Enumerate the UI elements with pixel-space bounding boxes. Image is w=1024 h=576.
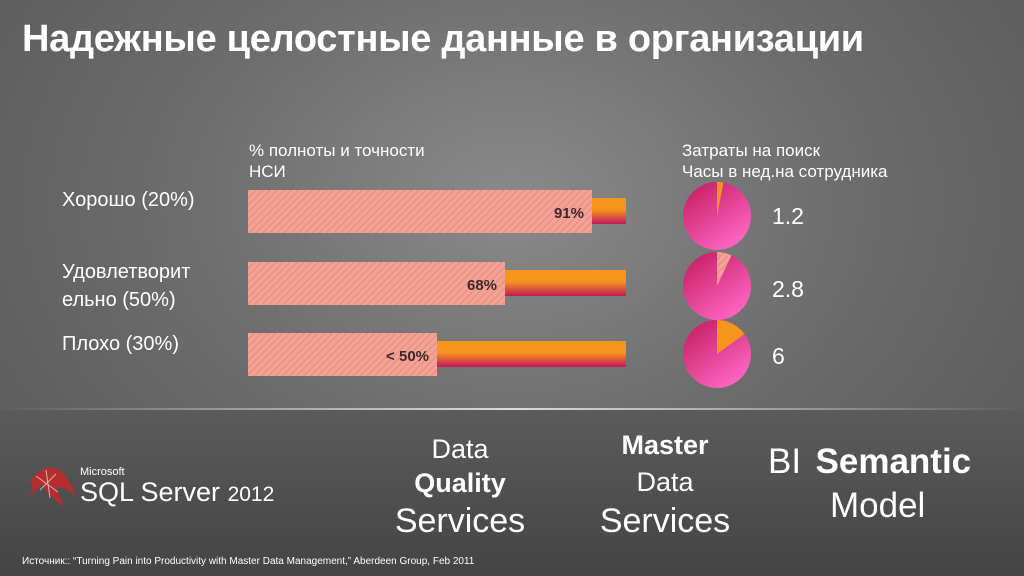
bi-line-2: Semantic — [815, 442, 972, 481]
bi-line-1: BI — [768, 442, 802, 481]
master-data-services-label: Master Data Services — [590, 426, 740, 542]
mds-line-1: Master — [621, 430, 709, 460]
logo-product-name: SQL Server — [80, 477, 221, 507]
logo-year: 2012 — [227, 483, 275, 506]
cost-header-line-2: Часы в нед.на сотрудника — [682, 162, 888, 181]
mds-line-3: Services — [599, 502, 731, 540]
dqs-line-3: Services — [394, 502, 526, 540]
bar-value-2 — [248, 333, 437, 376]
cost-value-poor: 6 — [772, 343, 785, 369]
page-title: Надежные целостные данные в организации — [22, 18, 864, 60]
section-divider — [0, 408, 1024, 410]
data-quality-services-label: Data Quality Services — [385, 432, 535, 542]
category-good-line-1: Хорошо (20%) — [62, 189, 195, 211]
dqs-line-1: Data — [431, 434, 489, 464]
completeness-header-line-1: % полноты и точности — [249, 141, 425, 160]
completeness-header-line-2: НСИ — [249, 162, 286, 181]
bar-value-0 — [248, 190, 592, 233]
category-satisfactory-line-1: Удовлетворит — [62, 261, 191, 283]
cost-header: Затраты на поиск Часы в нед.на сотрудник… — [682, 140, 888, 182]
category-poor-line-1: Плохо (30%) — [62, 333, 179, 355]
category-label-satisfactory: Удовлетворит ельно (50%) — [62, 258, 190, 314]
pie-slice-0 — [717, 181, 724, 216]
bar-value-1 — [248, 262, 506, 305]
category-satisfactory-line-2: ельно (50%) — [62, 289, 176, 311]
bar-label-1: 68% — [467, 277, 497, 294]
category-label-good: Хорошо (20%) — [62, 186, 195, 214]
logo-product-text: SQL Server 2012 — [80, 477, 274, 508]
bi-semantic-model-label: BI Semantic Model — [768, 442, 1008, 526]
footer-panel — [0, 410, 1024, 576]
bar-label-2: < 50% — [386, 348, 429, 365]
mds-line-2: Data — [636, 467, 694, 497]
completeness-header: % полноты и точности НСИ — [249, 140, 425, 182]
pie-slice-1 — [717, 252, 732, 286]
source-note: Источник:: “Turning Pain into Productivi… — [22, 556, 475, 567]
sql-server-logo-icon — [30, 467, 76, 506]
sql-server-logo: Microsoft SQL Server 2012 — [28, 462, 274, 512]
completeness-cost-chart: 91% 68% < 50% — [248, 181, 751, 388]
cost-header-line-1: Затраты на поиск — [682, 141, 821, 160]
pie-slice-2 — [717, 320, 745, 354]
category-label-poor: Плохо (30%) — [62, 330, 179, 358]
bar-label-0: 91% — [554, 205, 584, 222]
logo-microsoft-text: Microsoft — [80, 466, 125, 478]
cost-value-good: 1.2 — [772, 203, 804, 229]
dqs-line-2: Quality — [414, 468, 506, 498]
cost-value-satisfactory: 2.8 — [772, 276, 804, 302]
bi-line-3: Model — [830, 486, 926, 525]
